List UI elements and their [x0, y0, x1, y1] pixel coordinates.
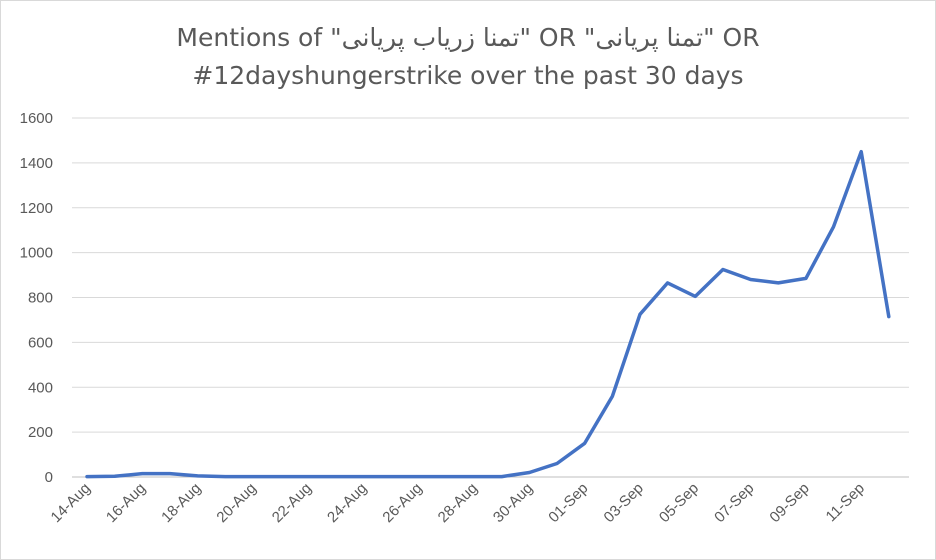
x-tick-label: 03-Sep	[601, 480, 647, 526]
y-tick-label: 1400	[20, 155, 53, 172]
x-tick-label: 07-Sep	[711, 480, 757, 526]
chart-title-line2: #12dayshungerstrike over the past 30 day…	[192, 61, 744, 90]
y-tick-label: 400	[28, 379, 53, 396]
chart-title-line1: Mentions of "تمنا زریاب پریانی" OR "تمنا…	[176, 23, 760, 52]
y-tick-label: 1600	[20, 110, 53, 127]
x-tick-label: 22-Aug	[269, 480, 315, 526]
y-tick-label: 1000	[20, 245, 53, 262]
x-tick-label: 11-Sep	[823, 480, 868, 525]
x-tick-label: 28-Aug	[435, 480, 481, 526]
x-tick-label: 30-Aug	[490, 480, 536, 526]
y-tick-label: 0	[45, 469, 53, 486]
y-tick-label: 600	[28, 334, 53, 351]
y-tick-label: 200	[28, 424, 53, 441]
x-tick-label: 14-Aug	[48, 480, 94, 526]
y-tick-label: 800	[28, 290, 53, 307]
x-tick-label: 05-Sep	[656, 480, 702, 526]
x-tick-label: 01-Sep	[545, 480, 591, 526]
series-line	[85, 149, 891, 479]
x-tick-label: 16-Aug	[103, 480, 149, 526]
x-tick-label: 26-Aug	[379, 480, 425, 526]
x-tick-label: 18-Aug	[158, 480, 204, 526]
chart-title: Mentions of "تمنا زریاب پریانی" OR "تمنا…	[1, 19, 935, 95]
x-tick-label: 20-Aug	[214, 480, 260, 526]
x-tick-label: 24-Aug	[324, 480, 370, 526]
x-tick-label: 09-Sep	[767, 480, 813, 526]
y-tick-label: 1200	[20, 200, 53, 217]
